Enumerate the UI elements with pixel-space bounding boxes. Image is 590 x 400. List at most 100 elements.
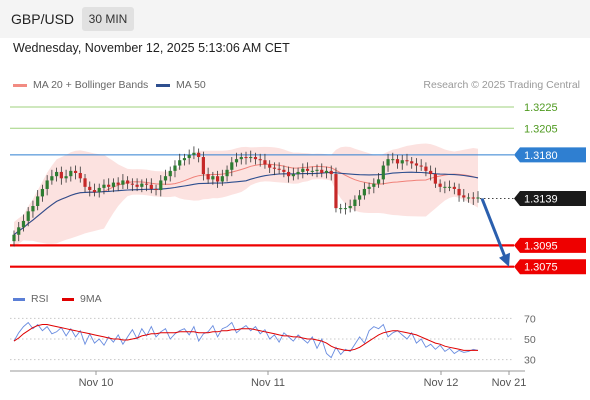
candle — [301, 163, 305, 179]
candle — [92, 183, 97, 197]
candle-body — [320, 169, 324, 173]
candle — [249, 150, 253, 163]
candle — [362, 182, 366, 200]
candle — [163, 169, 168, 185]
candle-body — [12, 234, 16, 242]
candle-body — [97, 187, 101, 193]
candle-body — [111, 182, 116, 187]
candle — [244, 151, 248, 165]
candle-body — [187, 154, 191, 159]
candle-body — [50, 176, 54, 181]
candle-body — [121, 180, 125, 185]
candle — [225, 165, 229, 182]
rsi-line — [13, 321, 479, 359]
candle — [277, 162, 281, 175]
candle-body — [69, 170, 73, 177]
candle — [466, 193, 471, 203]
candle — [21, 214, 26, 232]
candle-body — [154, 188, 158, 191]
candle-body — [253, 157, 258, 160]
candle-body — [367, 186, 371, 189]
candle-body — [26, 211, 30, 221]
candle — [211, 171, 215, 185]
forecast-arrow-head — [499, 252, 510, 267]
legend-ma20-bollinger: MA 20 + Bollinger Bands — [13, 79, 148, 91]
candle-body — [414, 163, 419, 166]
candle-body — [17, 227, 21, 235]
candle-body — [88, 186, 92, 191]
candle-body — [126, 180, 130, 184]
candle-body — [391, 159, 395, 161]
candle — [154, 184, 158, 196]
candle — [59, 166, 63, 185]
candle — [45, 175, 49, 196]
candle — [429, 165, 433, 181]
support-1-label-text: 1.3095 — [524, 240, 558, 252]
last-price-label-box — [514, 191, 586, 207]
timeframe-button[interactable]: 30 MIN — [82, 7, 134, 31]
candle-body — [296, 171, 300, 175]
candle-body — [192, 152, 196, 155]
candle — [12, 230, 16, 247]
candle-body — [419, 165, 423, 167]
candle — [282, 165, 286, 178]
candle — [424, 162, 428, 177]
candle — [367, 182, 371, 195]
candle — [320, 163, 324, 178]
candle — [339, 203, 343, 214]
candle-body — [400, 160, 404, 164]
candle-body — [55, 171, 59, 177]
candle-body — [244, 157, 248, 159]
candle — [201, 151, 205, 181]
candle — [253, 152, 258, 165]
candle-body — [215, 176, 220, 182]
candle — [386, 153, 390, 172]
candle — [220, 169, 224, 186]
candle-body — [372, 183, 376, 187]
candle-body — [466, 197, 471, 199]
candle — [102, 179, 106, 195]
x-axis-tick-label: Nov 10 — [79, 377, 114, 389]
candle — [31, 200, 35, 218]
candle — [178, 153, 182, 170]
candle-body — [263, 160, 267, 165]
candle — [381, 161, 385, 185]
candle — [457, 183, 461, 202]
candle — [26, 207, 30, 227]
candle — [272, 162, 277, 176]
candle — [405, 153, 409, 166]
chart-header: GBP/USD 30 MIN — [0, 0, 590, 38]
candle-body — [135, 184, 139, 187]
candles — [12, 146, 480, 247]
legend-ma50: MA 50 — [156, 79, 206, 91]
legend-9ma: 9MA — [62, 293, 102, 305]
candle — [234, 152, 239, 167]
candle — [438, 179, 442, 193]
resistance-1-label: 1.3205 — [524, 123, 558, 135]
candle — [353, 195, 357, 212]
x-axis-tick-label: Nov 21 — [492, 377, 527, 389]
candle — [50, 169, 54, 185]
candle — [111, 178, 116, 193]
candle — [310, 166, 314, 177]
candle — [135, 178, 139, 192]
candle — [433, 167, 437, 188]
candle — [476, 191, 480, 203]
candle — [173, 160, 177, 178]
legend-ma20-label: MA 20 + Bollinger Bands — [33, 79, 149, 91]
research-credit: Research © 2025 Trading Central — [423, 79, 580, 91]
candle-body — [438, 183, 442, 187]
candle-body — [59, 171, 63, 179]
candle-body — [395, 159, 400, 164]
candle — [55, 167, 59, 182]
candle — [395, 154, 400, 169]
pivot-label: 1.3180 — [514, 147, 586, 163]
timestamp: Wednesday, November 12, 2025 5:13:06 AM … — [13, 41, 290, 55]
candle-body — [36, 196, 40, 207]
support-2-label-box — [514, 259, 586, 275]
candle-body — [405, 160, 409, 162]
candle — [343, 202, 348, 215]
candle — [329, 165, 333, 181]
candle-body — [315, 169, 319, 171]
candle — [296, 167, 300, 180]
